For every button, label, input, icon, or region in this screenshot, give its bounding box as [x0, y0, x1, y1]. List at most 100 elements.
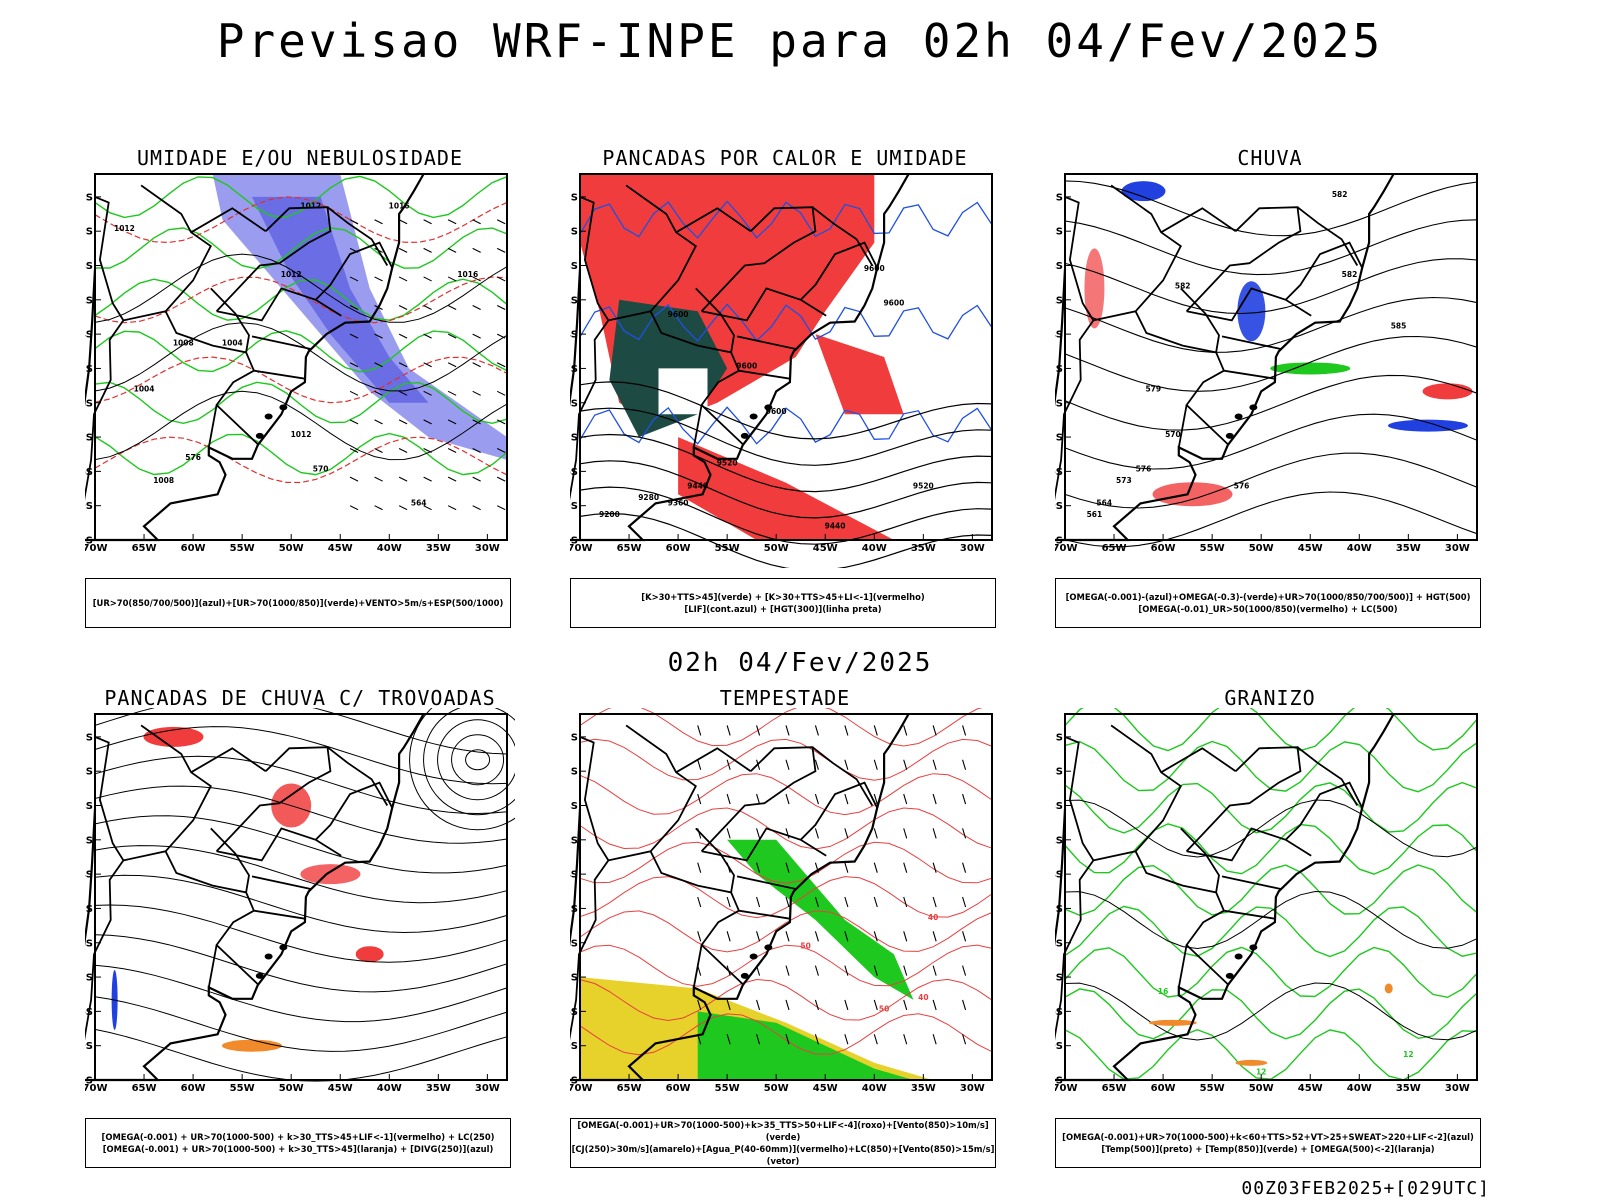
lat-tick-label: 18S	[570, 261, 578, 272]
wind-vector	[423, 305, 432, 311]
contour-label: 9520	[913, 482, 934, 491]
map-pancadas-calor: 12S 15S 18S 21S 24S 27S 30S 33S 36S 39S 42S70W 65W 6…	[570, 173, 993, 568]
contour-label: 579	[1145, 384, 1161, 393]
green-contour	[94, 381, 508, 425]
wind-vector	[814, 759, 819, 770]
green-contour	[94, 330, 508, 373]
wind-vector	[785, 828, 790, 839]
lon-tick-label: 40W	[377, 1083, 402, 1094]
wind-vector	[903, 931, 908, 942]
border-line	[1296, 746, 1359, 806]
contour-label: 40	[918, 993, 928, 1002]
lat-tick-label: 39S	[85, 1041, 93, 1052]
lon-tick-label: 65W	[617, 1083, 642, 1094]
lat-tick-label: 39S	[1055, 501, 1063, 512]
wind-vector	[374, 476, 383, 482]
wind-vector	[374, 419, 383, 425]
wind-vector	[756, 793, 761, 805]
legend-box: [UR>70(850/700/500)](azul)+[UR>70(1000/8…	[85, 578, 511, 628]
streamline	[94, 934, 508, 993]
map-trovoadas: 12S 15S 18S 21S 24S 27S 30S 33S 36S 39S 42S70W 65W 6…	[85, 708, 515, 1094]
streamline	[94, 815, 508, 874]
wind-vector	[844, 793, 849, 805]
border-line	[215, 352, 260, 446]
unstable-area-red	[815, 334, 904, 415]
wind-vector	[756, 931, 761, 942]
border-line	[1185, 892, 1230, 986]
border-line	[1223, 369, 1276, 380]
wind-vector	[496, 333, 506, 339]
lon-tick-label: 50W	[279, 543, 304, 554]
wind-vector	[447, 448, 457, 453]
lat-tick-label: 30S	[1055, 398, 1063, 409]
contour-label: 9280	[638, 493, 659, 502]
legend-line: [K>30+TTS>45](verde) + [K>30+TTS>45+LI<-…	[641, 592, 925, 602]
lon-tick-label: 30W	[1445, 543, 1470, 554]
temp850-contour	[1064, 708, 1478, 752]
panel-trovoadas: PANCADAS DE CHUVA C/ TROVOADAS 12S 15S 18S…	[85, 686, 515, 1168]
lat-tick-label: 33S	[1055, 433, 1063, 444]
wind-vector	[873, 725, 878, 736]
border-line	[1177, 404, 1188, 448]
wind-vector	[873, 759, 878, 770]
lon-tick-label: 55W	[1200, 1083, 1225, 1094]
wind-vector	[374, 276, 383, 282]
map-frame	[1064, 173, 1478, 541]
lon-tick-label: 35W	[1396, 1083, 1421, 1094]
wind-vector	[496, 219, 506, 225]
wind-vector	[932, 725, 937, 736]
wind-vector	[785, 896, 790, 908]
omega-orange	[1235, 1059, 1268, 1066]
legend-line: [LIF](cont.azul) + [HGT(300)](linha pret…	[684, 604, 882, 614]
wind-vector	[962, 931, 967, 942]
run-info: 00Z03FEB2025+[029UTC]	[1241, 1178, 1490, 1199]
wind-vector	[496, 419, 506, 425]
wind-vector	[873, 931, 878, 942]
lat-tick-label: 24S	[1055, 870, 1063, 881]
wind-vector	[398, 333, 408, 339]
border-line	[738, 909, 791, 920]
wind-vector	[932, 999, 937, 1011]
water-contour	[579, 807, 993, 850]
water-contour	[579, 841, 993, 884]
plot-area	[1065, 174, 1477, 540]
contour-label: 50	[879, 1004, 889, 1013]
map-frame	[579, 173, 993, 541]
wind-vector	[423, 333, 432, 339]
streamline	[409, 708, 515, 831]
contour-label: 9440	[825, 522, 846, 531]
wind-vector	[814, 931, 819, 942]
lat-tick-label: 15S	[1055, 227, 1063, 238]
wind-vector	[962, 1034, 967, 1045]
border-line	[1186, 287, 1312, 322]
panel-title: UMIDADE E/OU NEBULOSIDADE	[136, 146, 464, 170]
wind-vector	[349, 419, 359, 425]
legend-line: [OMEGA(-0.001)+UR>70(1000-500)+k>35_TTS>…	[577, 1120, 989, 1142]
map-frame	[579, 713, 993, 1081]
wind-vector	[726, 828, 731, 839]
wind850-green	[697, 1011, 914, 1080]
lat-tick-label: 30S	[570, 398, 578, 409]
border-line	[1296, 206, 1359, 266]
border-line	[1186, 827, 1312, 862]
water-contour	[579, 773, 993, 816]
lat-tick-label: 18S	[570, 801, 578, 812]
contour-label: 9600	[668, 310, 689, 319]
wind-vector	[472, 305, 481, 311]
wind-vector	[873, 999, 878, 1011]
wind-vector	[398, 276, 408, 282]
legend-box: [OMEGA(-0.001)+UR>70(1000-500)+k<60+TTS>…	[1055, 1118, 1481, 1168]
border-line	[1185, 746, 1302, 852]
contour-label: 9440	[687, 482, 708, 491]
streamline	[94, 874, 508, 934]
lat-tick-label: 12S	[570, 192, 578, 203]
map-tempestade: 12S 15S 18S 21S 24S 27S 30S 33S 36S 39S 42S70W 65W 6…	[570, 708, 993, 1094]
contour-label: 12	[1403, 1050, 1413, 1059]
wind-vector	[349, 219, 359, 225]
legend-box: [K>30+TTS>45](verde) + [K>30+TTS>45+LI<-…	[570, 578, 996, 628]
lake	[749, 413, 758, 420]
lon-tick-label: 70W	[570, 543, 592, 554]
contour-label: 9200	[599, 510, 620, 519]
lat-tick-label: 27S	[1055, 904, 1063, 915]
lat-tick-label: 15S	[570, 227, 578, 238]
